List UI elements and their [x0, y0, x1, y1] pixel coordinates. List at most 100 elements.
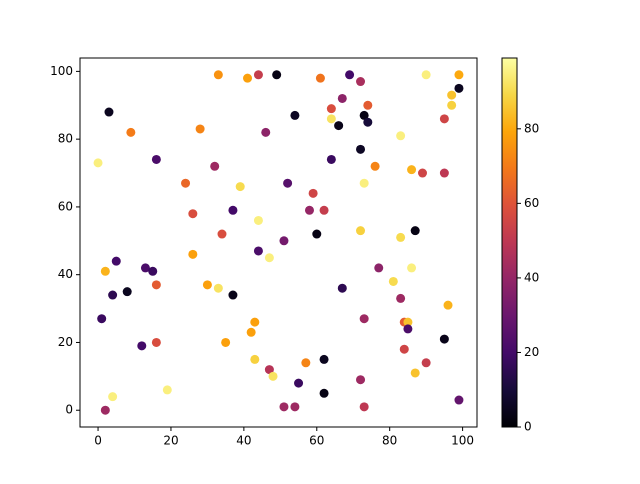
point	[363, 117, 373, 127]
point	[97, 314, 107, 324]
point	[301, 358, 311, 368]
point	[253, 246, 263, 256]
point	[246, 327, 256, 337]
point	[235, 182, 245, 192]
point	[151, 280, 161, 290]
point	[126, 127, 136, 137]
point	[447, 90, 457, 100]
point	[272, 70, 282, 80]
point	[370, 161, 380, 171]
point	[363, 100, 373, 110]
point	[181, 178, 191, 188]
x-tick-label: 0	[94, 434, 102, 448]
y-tick-label: 100	[50, 64, 73, 78]
point	[210, 161, 220, 171]
point	[264, 365, 274, 375]
point	[108, 290, 118, 300]
point	[356, 226, 366, 236]
point	[151, 154, 161, 164]
y-tick-label: 80	[58, 132, 73, 146]
y-tick-label: 60	[58, 199, 73, 213]
point	[122, 287, 132, 297]
point	[337, 93, 347, 103]
point	[326, 154, 336, 164]
point	[410, 226, 420, 236]
point	[356, 144, 366, 154]
colorbar-tick-label: 60	[524, 196, 539, 210]
point	[253, 215, 263, 225]
point	[221, 337, 231, 347]
point	[319, 205, 329, 215]
point	[312, 229, 322, 239]
x-tick-label: 40	[236, 434, 251, 448]
x-tick-label: 60	[309, 434, 324, 448]
point	[417, 168, 427, 178]
point	[356, 77, 366, 87]
point	[250, 317, 260, 327]
point	[334, 121, 344, 131]
point	[396, 232, 406, 242]
point	[290, 110, 300, 120]
point	[319, 354, 329, 364]
colorbar	[501, 57, 518, 428]
point	[356, 375, 366, 385]
point	[253, 70, 263, 80]
point	[454, 83, 464, 93]
y-tick-label: 0	[65, 403, 73, 417]
point	[111, 256, 121, 266]
colorbar-tick-label: 40	[524, 270, 539, 284]
point	[439, 168, 449, 178]
point	[319, 388, 329, 398]
point	[188, 249, 198, 259]
point	[396, 293, 406, 303]
point	[148, 266, 158, 276]
point	[264, 253, 274, 263]
point	[188, 209, 198, 219]
point	[388, 276, 398, 286]
point	[359, 402, 369, 412]
point	[439, 334, 449, 344]
point	[137, 341, 147, 351]
point	[268, 371, 278, 381]
plot-area	[79, 57, 478, 428]
x-tick-label: 80	[382, 434, 397, 448]
point	[151, 337, 161, 347]
point	[250, 354, 260, 364]
point	[140, 263, 150, 273]
point	[410, 368, 420, 378]
point	[447, 100, 457, 110]
point	[315, 73, 325, 83]
point	[195, 124, 205, 134]
point	[337, 283, 347, 293]
point	[345, 70, 355, 80]
point	[162, 385, 172, 395]
point	[100, 405, 110, 415]
point	[359, 110, 369, 120]
point	[454, 70, 464, 80]
point	[294, 378, 304, 388]
point	[217, 229, 227, 239]
point	[399, 344, 409, 354]
point	[403, 324, 413, 334]
point	[439, 114, 449, 124]
point	[407, 263, 417, 273]
point	[213, 283, 223, 293]
point	[304, 205, 314, 215]
point	[326, 114, 336, 124]
point	[108, 392, 118, 402]
point	[283, 178, 293, 188]
colorbar-tick-label: 80	[524, 121, 539, 135]
point	[228, 290, 238, 300]
point	[100, 266, 110, 276]
point	[104, 107, 114, 117]
point	[407, 165, 417, 175]
point	[93, 158, 103, 168]
point	[359, 178, 369, 188]
point	[421, 70, 431, 80]
point	[454, 395, 464, 405]
point	[396, 131, 406, 141]
y-tick-label: 40	[58, 267, 73, 281]
point	[403, 317, 413, 327]
point	[290, 402, 300, 412]
